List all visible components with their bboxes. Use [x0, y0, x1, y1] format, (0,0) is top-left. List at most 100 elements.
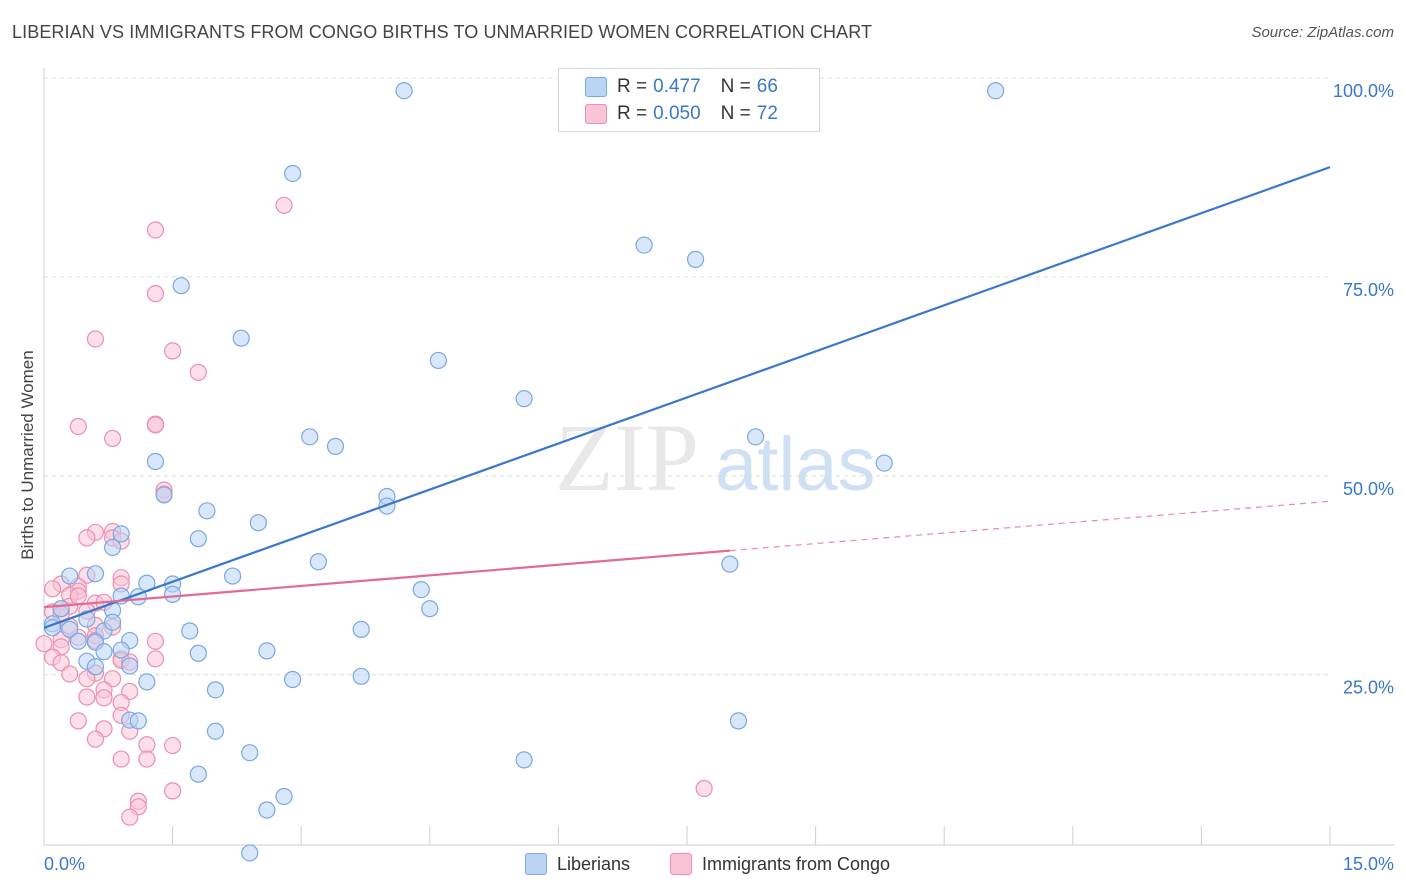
liberians-point: [421, 600, 439, 618]
legend-row-congo: R = 0.050 N = 72: [585, 102, 778, 126]
liberians-point: [258, 801, 276, 819]
liberians-point: [987, 82, 1005, 100]
liberians-point: [301, 428, 319, 446]
liberians-point: [103, 613, 122, 631]
watermark-zip: ZIP: [555, 404, 699, 511]
liberians-point: [103, 538, 122, 557]
liberians-point: [155, 486, 173, 504]
legend-swatch-liberians: [585, 77, 607, 97]
liberians-point: [121, 657, 139, 675]
congo-point: [138, 750, 156, 768]
liberians-point: [206, 722, 225, 740]
liberians-point: [206, 681, 225, 699]
congo-point: [146, 285, 165, 303]
congo-point: [146, 416, 165, 434]
congo-point: [146, 221, 165, 239]
liberians-point: [61, 620, 79, 638]
congo-point: [164, 342, 182, 360]
grid-lines: [44, 77, 1330, 676]
series-congo-points: [35, 196, 713, 826]
liberians-point: [515, 390, 533, 408]
liberians-point: [146, 452, 165, 471]
bottom-legend-liberians: Liberians: [525, 853, 630, 875]
legend: R = 0.477 N = 66 R = 0.050 N = 72: [558, 68, 820, 132]
liberians-point: [189, 765, 207, 783]
congo-point: [86, 730, 105, 748]
congo-point: [275, 196, 293, 214]
legend-r-value: 0.477: [653, 76, 701, 97]
bottom-legend-swatch-congo: [670, 853, 692, 875]
congo-point: [189, 363, 207, 381]
bottom-legend-congo: Immigrants from Congo: [670, 853, 890, 875]
congo-point: [78, 670, 96, 688]
legend-n-value: 72: [756, 103, 778, 124]
bottom-legend-label-congo: Immigrants from Congo: [702, 853, 891, 874]
y-tick-label: 50.0%: [1343, 479, 1394, 499]
legend-r-label: R =: [617, 76, 648, 97]
congo-point: [69, 712, 87, 730]
bottom-legend-label-liberians: Liberians: [557, 853, 631, 874]
liberians-point: [515, 751, 533, 769]
liberians-point: [232, 329, 250, 347]
source-label: Source: ZipAtlas.com: [1251, 24, 1394, 41]
liberians-point: [412, 580, 430, 599]
legend-row-liberians: R = 0.477 N = 66: [585, 75, 778, 99]
series-liberians-points: [43, 82, 1005, 862]
liberians-point: [309, 553, 327, 571]
liberians-point: [241, 744, 259, 762]
x-tick-label: 15.0%: [1343, 854, 1394, 874]
congo-point: [164, 782, 182, 800]
liberians-point: [78, 610, 96, 628]
watermark: ZIP atlas: [555, 404, 876, 511]
trend-line-congo: [43, 549, 730, 609]
liberians-point: [224, 567, 242, 585]
chart-title: LIBERIAN VS IMMIGRANTS FROM CONGO BIRTHS…: [12, 22, 873, 42]
liberians-point: [429, 351, 447, 370]
congo-point: [138, 736, 156, 754]
legend-n-label: N =: [720, 103, 751, 124]
trend-lines: [43, 166, 1331, 629]
liberians-point: [241, 844, 259, 862]
congo-point: [103, 429, 122, 448]
congo-point: [35, 635, 53, 653]
liberians-point: [112, 641, 130, 659]
liberians-point: [729, 712, 748, 730]
y-tick-label: 75.0%: [1343, 280, 1394, 300]
congo-point: [95, 689, 113, 707]
liberians-point: [189, 530, 207, 548]
congo-point: [78, 688, 96, 706]
liberians-point: [138, 673, 156, 691]
liberians-point: [86, 658, 105, 676]
liberians-point: [129, 712, 147, 730]
liberians-point: [69, 632, 87, 650]
liberians-point: [686, 250, 705, 269]
liberians-point: [875, 454, 893, 472]
y-tick-label: 100.0%: [1333, 81, 1394, 101]
liberians-point: [181, 622, 199, 640]
x-tick-label: 0.0%: [44, 854, 85, 874]
y-tick-label: 25.0%: [1343, 678, 1394, 698]
axes: [43, 68, 1395, 846]
liberians-point: [189, 644, 207, 662]
liberians-point: [164, 585, 182, 603]
liberians-point: [352, 667, 370, 685]
liberians-point: [284, 164, 302, 183]
y-axis-label: Births to Unmarried Women: [18, 350, 37, 560]
liberians-point: [198, 502, 216, 520]
legend-r-value: 0.050: [653, 103, 701, 124]
liberians-point: [352, 620, 370, 638]
trend-line-congo-extension: [729, 500, 1331, 552]
congo-point: [61, 665, 79, 683]
congo-point: [164, 736, 182, 755]
liberians-point: [249, 514, 267, 532]
congo-point: [78, 529, 96, 547]
congo-point: [121, 808, 139, 826]
liberians-point: [258, 642, 276, 660]
liberians-point: [326, 437, 345, 455]
watermark-atlas: atlas: [715, 422, 876, 507]
liberians-point: [52, 600, 70, 618]
congo-point: [112, 750, 130, 768]
congo-point: [69, 587, 87, 605]
liberians-point: [395, 82, 413, 100]
